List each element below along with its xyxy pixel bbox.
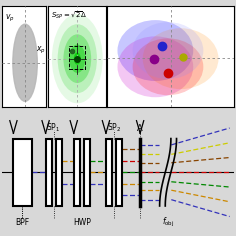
Text: A: A xyxy=(137,123,143,133)
Bar xyxy=(13,139,32,206)
Circle shape xyxy=(118,20,193,81)
Bar xyxy=(56,139,62,206)
Circle shape xyxy=(58,24,97,93)
Bar xyxy=(106,139,112,206)
Ellipse shape xyxy=(13,24,37,101)
Bar xyxy=(69,46,85,69)
Text: $S_{SP}=\sqrt{2}\Delta$: $S_{SP}=\sqrt{2}\Delta$ xyxy=(51,9,87,21)
Circle shape xyxy=(133,38,203,95)
Text: $v_p$: $v_p$ xyxy=(5,13,15,24)
Bar xyxy=(74,139,80,206)
Text: BPF: BPF xyxy=(15,218,30,227)
Circle shape xyxy=(118,36,193,97)
Text: $f_\mathrm{obj}$: $f_\mathrm{obj}$ xyxy=(162,216,174,229)
Text: $x_p$: $x_p$ xyxy=(36,45,46,56)
Bar xyxy=(84,139,90,206)
Text: $\mathrm{SP}_2$: $\mathrm{SP}_2$ xyxy=(107,122,121,134)
Circle shape xyxy=(52,14,103,103)
Bar xyxy=(116,139,122,206)
Circle shape xyxy=(63,34,91,83)
Circle shape xyxy=(143,28,219,89)
Circle shape xyxy=(74,53,81,65)
Circle shape xyxy=(69,44,85,73)
Circle shape xyxy=(133,22,203,79)
Text: $\mathrm{SP}_1$: $\mathrm{SP}_1$ xyxy=(46,122,61,134)
Text: HWP: HWP xyxy=(73,218,91,227)
Bar xyxy=(46,139,52,206)
